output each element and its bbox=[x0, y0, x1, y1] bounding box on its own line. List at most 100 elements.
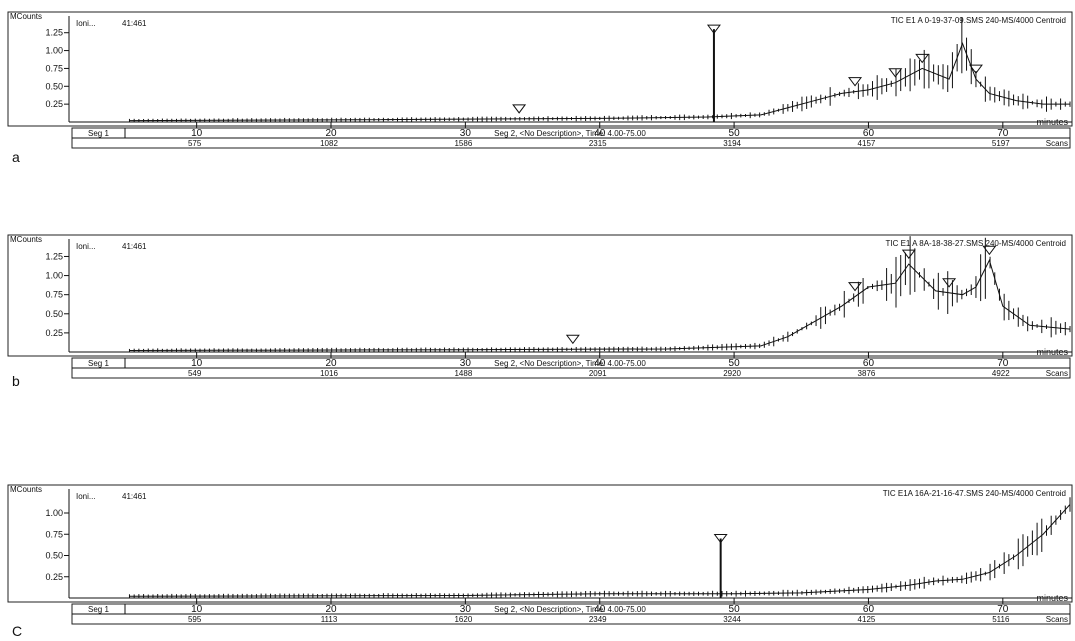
tic-trace bbox=[129, 258, 1071, 351]
x-tick-label: 70 bbox=[997, 128, 1009, 139]
scan-number: 4157 bbox=[858, 139, 876, 148]
x-tick-label: 60 bbox=[863, 604, 875, 615]
x-tick-label: 20 bbox=[325, 604, 337, 615]
x-tick-label: 30 bbox=[460, 358, 472, 369]
x-axis-label: minutes bbox=[1036, 347, 1068, 357]
x-tick-label: 50 bbox=[729, 604, 741, 615]
scan-number: 1082 bbox=[320, 139, 338, 148]
ion-value: 41:461 bbox=[122, 19, 147, 28]
ion-label: Ioni... bbox=[76, 19, 96, 28]
y-tick-label: 0.75 bbox=[45, 63, 63, 73]
scans-label: Scans bbox=[1046, 369, 1068, 378]
seg1-label: Seg 1 bbox=[88, 605, 109, 614]
scan-number: 1488 bbox=[454, 369, 472, 378]
x-tick-label: 70 bbox=[997, 604, 1009, 615]
y-tick-label: 1.25 bbox=[45, 251, 63, 261]
x-tick-label: 40 bbox=[594, 604, 606, 615]
chart-panel-1: MCounts 0.25 0.50 0.75 1.00 1.25 Ioni... 41:461… bbox=[7, 234, 1073, 389]
scan-number: 4922 bbox=[992, 369, 1010, 378]
scan-number: 1586 bbox=[454, 139, 472, 148]
scans-label: Scans bbox=[1046, 139, 1068, 148]
seg1-label: Seg 1 bbox=[88, 129, 109, 138]
y-tick-label: 0.75 bbox=[45, 290, 63, 300]
y-tick-label: 0.50 bbox=[45, 81, 63, 91]
seg1-label: Seg 1 bbox=[88, 359, 109, 368]
peak-marker bbox=[848, 282, 863, 292]
y-tick-label: 1.25 bbox=[45, 28, 63, 38]
x-tick-label: 10 bbox=[191, 604, 203, 615]
chart-title: TIC E1 A 8A-18-38-27.SMS 240-MS/4000 Cen… bbox=[885, 239, 1066, 248]
y-tick-label: 0.50 bbox=[45, 551, 63, 561]
y-tick-label: 0.25 bbox=[45, 572, 63, 582]
y-tick-label: 1.00 bbox=[45, 46, 63, 56]
chart-panel-0: MCounts 0.25 0.50 0.75 1.00 1.25 Ioni... 41:461… bbox=[7, 11, 1073, 165]
scan-number: 2349 bbox=[589, 615, 607, 624]
chart-title: TIC E1 A 0-19-37-09.SMS 240-MS/4000 Cent… bbox=[891, 16, 1066, 25]
seg2-label: Seg 2, <No Description>, Time: 4.00-75.0… bbox=[494, 605, 646, 614]
tic-trace bbox=[129, 42, 1070, 122]
scan-number: 3194 bbox=[723, 139, 741, 148]
x-tick-label: 40 bbox=[594, 128, 606, 139]
x-tick-label: 20 bbox=[325, 128, 337, 139]
peak-marker bbox=[942, 278, 957, 288]
scan-number: 1113 bbox=[321, 615, 338, 624]
scan-number: 5116 bbox=[992, 615, 1010, 624]
panel-label: b bbox=[12, 373, 20, 389]
scan-number: 3244 bbox=[723, 615, 741, 624]
y-axis-label: MCounts bbox=[10, 12, 42, 21]
peak-marker bbox=[915, 53, 930, 64]
x-tick-label: 20 bbox=[325, 358, 337, 369]
seg2-label: Seg 2, <No Description>, Time: 4.00-75.0… bbox=[494, 359, 646, 368]
plot-frame bbox=[7, 11, 1073, 127]
peak-marker bbox=[713, 534, 728, 544]
y-tick-label: 0.25 bbox=[45, 328, 63, 338]
y-tick-label: 1.00 bbox=[45, 271, 63, 281]
y-tick-label: 1.00 bbox=[45, 508, 63, 518]
peak-marker bbox=[968, 64, 983, 74]
scans-label: Scans bbox=[1046, 615, 1068, 624]
panel-label: a bbox=[12, 149, 20, 165]
x-tick-label: 10 bbox=[191, 128, 203, 139]
scan-number: 575 bbox=[188, 139, 202, 148]
seg2-label: Seg 2, <No Description>, Time: 4.00-75.0… bbox=[494, 129, 646, 138]
peak-marker bbox=[512, 104, 527, 114]
plot-frame bbox=[7, 484, 1073, 603]
x-axis-label: minutes bbox=[1036, 593, 1068, 603]
peak-marker bbox=[901, 249, 916, 259]
scan-number: 1016 bbox=[320, 369, 338, 378]
scan-number: 549 bbox=[188, 369, 202, 378]
tic-trace bbox=[129, 504, 1071, 597]
y-tick-label: 0.75 bbox=[45, 529, 63, 539]
plot-frame bbox=[7, 234, 1073, 357]
x-tick-label: 50 bbox=[729, 128, 741, 139]
scan-number: 1620 bbox=[454, 615, 472, 624]
y-tick-label: 0.25 bbox=[45, 99, 63, 109]
scan-number: 2091 bbox=[589, 369, 607, 378]
peak-marker bbox=[706, 24, 721, 34]
chart-title: TIC E1A 16A-21-16-47.SMS 240-MS/4000 Cen… bbox=[883, 489, 1066, 498]
x-axis-label: minutes bbox=[1036, 117, 1068, 127]
x-tick-label: 10 bbox=[191, 358, 203, 369]
scan-number: 3876 bbox=[858, 369, 876, 378]
x-tick-label: 60 bbox=[863, 358, 875, 369]
chart-panel-2: MCounts 0.25 0.50 0.75 1.00 Ioni... 41:461 TIC … bbox=[7, 484, 1073, 639]
panel-label: C bbox=[12, 623, 22, 639]
scan-number: 2920 bbox=[723, 369, 741, 378]
scan-number: 595 bbox=[188, 615, 202, 624]
scan-number: 2315 bbox=[589, 139, 607, 148]
y-tick-label: 0.50 bbox=[45, 309, 63, 319]
scan-number: 5197 bbox=[992, 139, 1010, 148]
x-tick-label: 50 bbox=[729, 358, 741, 369]
x-tick-label: 30 bbox=[460, 128, 472, 139]
peak-marker bbox=[888, 68, 903, 78]
peak-marker bbox=[565, 334, 580, 345]
ion-value: 41:461 bbox=[122, 242, 147, 251]
y-axis-label: MCounts bbox=[10, 235, 42, 244]
x-tick-label: 70 bbox=[997, 358, 1009, 369]
ion-label: Ioni... bbox=[76, 242, 96, 251]
peak-marker bbox=[982, 245, 997, 256]
ion-value: 41:461 bbox=[122, 492, 147, 501]
scan-number: 4125 bbox=[858, 615, 876, 624]
y-axis-label: MCounts bbox=[10, 485, 42, 494]
